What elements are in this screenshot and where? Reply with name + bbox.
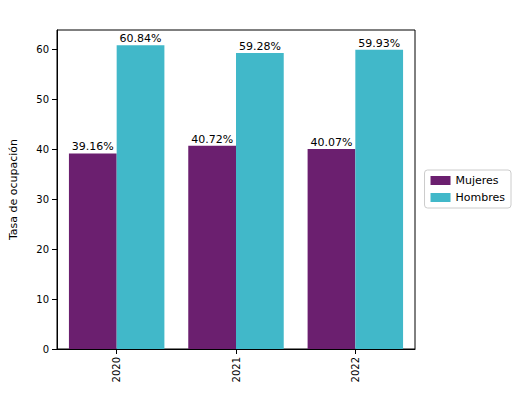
svg-text:2020: 2020	[111, 357, 122, 382]
svg-text:59.28%: 59.28%	[239, 40, 281, 53]
svg-text:39.16%: 39.16%	[72, 140, 114, 153]
svg-text:50: 50	[36, 94, 49, 105]
svg-text:20: 20	[36, 244, 49, 255]
svg-text:Tasa de ocupación: Tasa de ocupación	[7, 139, 20, 241]
svg-text:40.07%: 40.07%	[310, 136, 352, 149]
svg-text:2022: 2022	[350, 357, 361, 382]
svg-text:40: 40	[36, 144, 49, 155]
svg-text:59.93%: 59.93%	[358, 37, 400, 50]
svg-text:Mujeres: Mujeres	[456, 174, 499, 187]
svg-text:30: 30	[36, 194, 49, 205]
svg-text:2021: 2021	[231, 357, 242, 382]
svg-text:60.84%: 60.84%	[120, 32, 162, 45]
svg-text:10: 10	[36, 294, 49, 305]
svg-text:40.72%: 40.72%	[191, 133, 233, 146]
svg-text:0: 0	[43, 344, 49, 355]
svg-text:60: 60	[36, 44, 49, 55]
svg-text:Hombres: Hombres	[456, 191, 506, 204]
